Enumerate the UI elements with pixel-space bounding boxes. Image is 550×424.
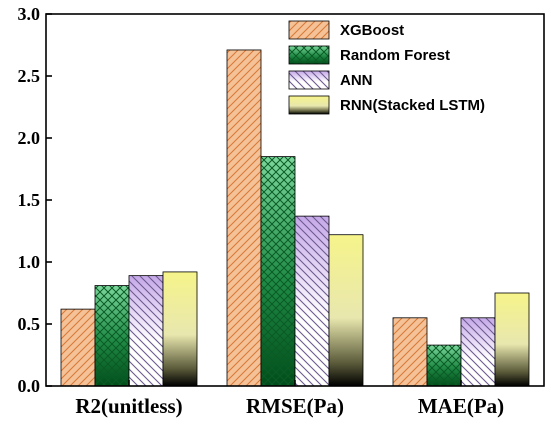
legend-swatch-hatch-xgboost (289, 21, 329, 39)
bar-hatch-xgboost-mae-pa (393, 317, 427, 386)
legend-swatch-outline-xgboost (288, 20, 330, 40)
bar-hatch-random-forest-mae-pa (427, 345, 461, 386)
legend-swatch-outline-ann (288, 70, 330, 90)
y-tick-label: 2.5 (18, 66, 41, 86)
bar-rnn-stacked-lstm-rmse-pa (329, 234, 363, 386)
y-tick-label: 3.0 (18, 4, 41, 24)
y-tick-label: 1.5 (18, 190, 41, 210)
x-tick-label: MAE(Pa) (418, 394, 504, 418)
legend-label-ann: ANN (340, 72, 373, 89)
bar-hatch-ann-rmse-pa (295, 216, 329, 386)
legend-label-xgboost: XGBoost (340, 22, 404, 39)
legend-label-rnn-stacked-lstm: RNN(Stacked LSTM) (340, 97, 485, 114)
legend-swatch-hatch-ann (289, 71, 329, 89)
x-tick-label: R2(unitless) (75, 394, 182, 418)
bar-rnn-stacked-lstm-r2-unitless (163, 271, 197, 386)
bar-hatch-ann-r2-unitless (129, 275, 163, 386)
bar-hatch-random-forest-r2-unitless (95, 285, 129, 386)
legend-swatch-rnn-stacked-lstm (289, 96, 329, 114)
y-tick-label: 1.0 (18, 252, 41, 272)
bar-hatch-random-forest-rmse-pa (261, 156, 295, 386)
bar-hatch-ann-mae-pa (461, 317, 495, 386)
bars-layer (60, 49, 530, 387)
bar-hatch-xgboost-r2-unitless (61, 309, 95, 386)
ticks-layer: 0.0 0.5 1.0 1.5 2.0 2.5 3.0 R2(unitless) RMSE(Pa… (18, 4, 505, 418)
legend-swatch-hatch-random-forest (289, 46, 329, 64)
y-tick-label: 2.0 (18, 128, 41, 148)
y-tick-label: 0.0 (18, 376, 41, 396)
bar-rnn-stacked-lstm-mae-pa (495, 293, 529, 386)
y-tick-label: 0.5 (18, 314, 41, 334)
legend: XGBoost Random Forest ANN RNN(Stacked LSTM) (288, 20, 485, 115)
legend-swatch-outline-rnn-stacked-lstm (288, 95, 330, 115)
bar-hatch-xgboost-rmse-pa (227, 49, 261, 387)
x-tick-label: RMSE(Pa) (246, 394, 344, 418)
legend-swatch-outline-random-forest (288, 45, 330, 65)
legend-label-random-forest: Random Forest (340, 47, 450, 64)
